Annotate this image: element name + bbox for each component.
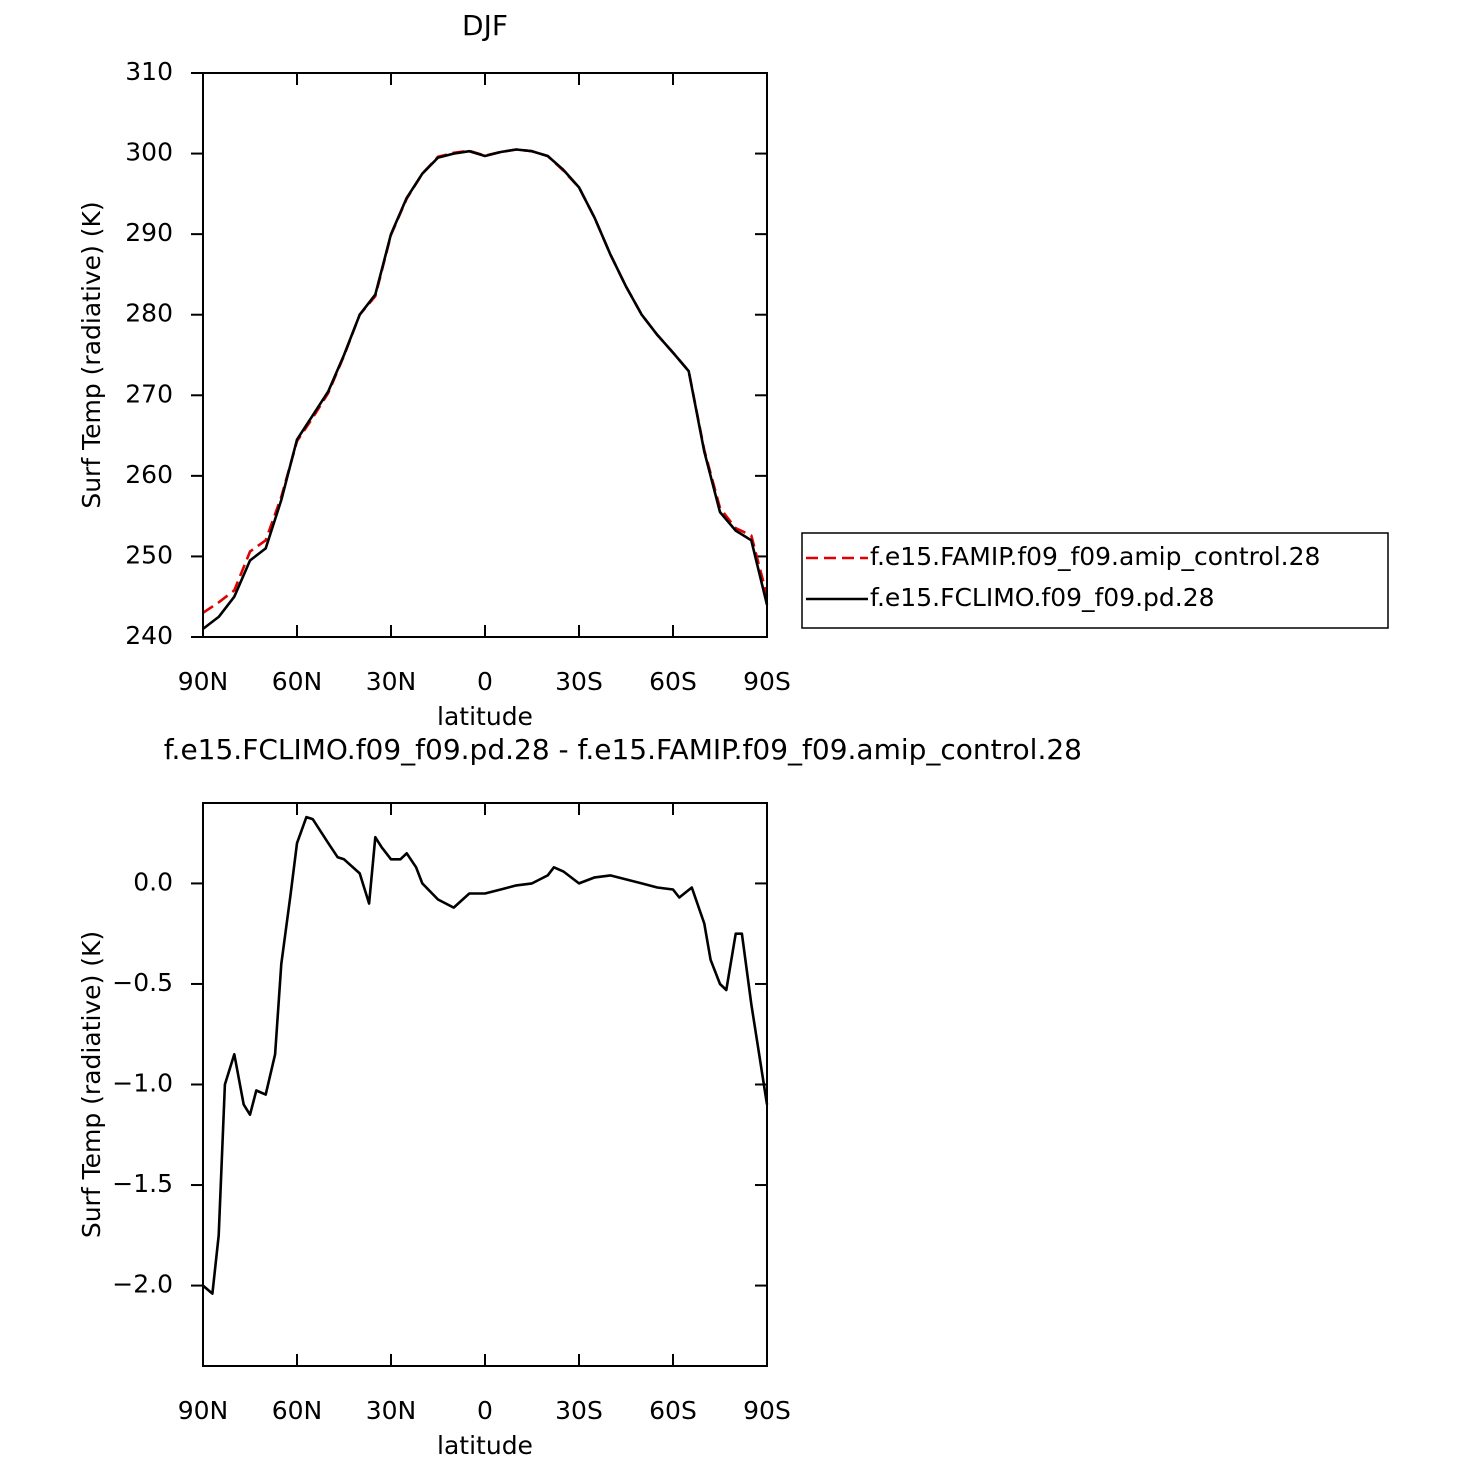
y-tick-label: 300 bbox=[125, 138, 173, 167]
x-tick-label: 30N bbox=[366, 1396, 417, 1425]
x-tick-label: 90S bbox=[743, 1396, 791, 1425]
x-tick-label: 60N bbox=[272, 667, 323, 696]
y-axis-label: Surf Temp (radiative) (K) bbox=[77, 931, 106, 1238]
x-tick-label: 0 bbox=[477, 667, 493, 696]
y-tick-label: 270 bbox=[125, 379, 173, 408]
data-line bbox=[202, 148, 769, 614]
chart-title: DJF bbox=[462, 9, 508, 42]
x-tick-label: 90S bbox=[743, 667, 791, 696]
y-tick-label: 250 bbox=[125, 540, 173, 569]
x-axis-label: latitude bbox=[437, 1431, 533, 1460]
y-tick-label: 240 bbox=[125, 621, 173, 650]
legend-box bbox=[801, 532, 1389, 629]
x-tick-label: 30S bbox=[555, 1396, 603, 1425]
y-tick-label: −1.0 bbox=[112, 1069, 173, 1098]
plot-frame bbox=[202, 72, 768, 638]
y-tick-label: 290 bbox=[125, 218, 173, 247]
x-tick-label: 60S bbox=[649, 667, 697, 696]
x-tick-label: 60N bbox=[272, 1396, 323, 1425]
chart-title: f.e15.FCLIMO.f09_f09.pd.28 - f.e15.FAMIP… bbox=[164, 733, 1082, 766]
x-tick-label: 0 bbox=[477, 1396, 493, 1425]
data-line bbox=[202, 815, 769, 1295]
y-tick-label: −2.0 bbox=[112, 1270, 173, 1299]
legend-label: f.e15.FCLIMO.f09_f09.pd.28 bbox=[870, 583, 1215, 612]
y-axis-label: Surf Temp (radiative) (K) bbox=[77, 201, 106, 508]
x-tick-label: 60S bbox=[649, 1396, 697, 1425]
x-tick-label: 90N bbox=[178, 1396, 229, 1425]
y-tick-label: 280 bbox=[125, 299, 173, 328]
y-tick-label: 310 bbox=[125, 57, 173, 86]
y-tick-label: 260 bbox=[125, 460, 173, 489]
y-tick-label: −1.5 bbox=[112, 1169, 173, 1198]
x-tick-label: 90N bbox=[178, 667, 229, 696]
y-tick-label: −0.5 bbox=[112, 968, 173, 997]
legend-label: f.e15.FAMIP.f09_f09.amip_control.28 bbox=[870, 542, 1320, 571]
x-axis-label: latitude bbox=[437, 702, 533, 731]
y-tick-label: 0.0 bbox=[133, 867, 173, 896]
x-tick-label: 30S bbox=[555, 667, 603, 696]
plot-frame bbox=[202, 802, 768, 1367]
x-tick-label: 30N bbox=[366, 667, 417, 696]
data-line bbox=[202, 148, 769, 630]
